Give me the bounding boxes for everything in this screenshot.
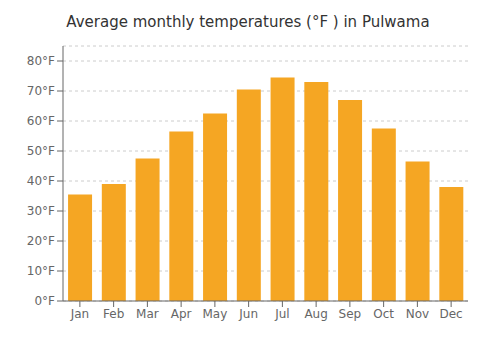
- svg-text:70°F: 70°F: [27, 84, 55, 98]
- svg-text:Oct: Oct: [373, 307, 394, 321]
- svg-text:Jan: Jan: [70, 307, 90, 321]
- svg-text:Feb: Feb: [103, 307, 124, 321]
- svg-text:30°F: 30°F: [27, 204, 55, 218]
- svg-text:Apr: Apr: [171, 307, 192, 321]
- svg-text:0°F: 0°F: [34, 294, 55, 308]
- html-text:Average monthly temperatures (: Average monthly temperatures (°F ) in Pu…: [66, 13, 430, 31]
- svg-text:May: May: [202, 307, 227, 321]
- svg-text:Jun: Jun: [238, 307, 258, 321]
- svg-text:80°F: 80°F: [27, 54, 55, 68]
- svg-text:Aug: Aug: [304, 307, 327, 321]
- svg-text:Sep: Sep: [339, 307, 362, 321]
- svg-text:10°F: 10°F: [27, 264, 55, 278]
- svg-text:Dec: Dec: [440, 307, 463, 321]
- svg-text:60°F: 60°F: [27, 114, 55, 128]
- svg-text:50°F: 50°F: [27, 144, 55, 158]
- svg-text:40°F: 40°F: [27, 174, 55, 188]
- svg-text:Jul: Jul: [274, 307, 289, 321]
- svg-text:Mar: Mar: [136, 307, 159, 321]
- svg-text:20°F: 20°F: [27, 234, 55, 248]
- svg-text:Nov: Nov: [406, 307, 429, 321]
